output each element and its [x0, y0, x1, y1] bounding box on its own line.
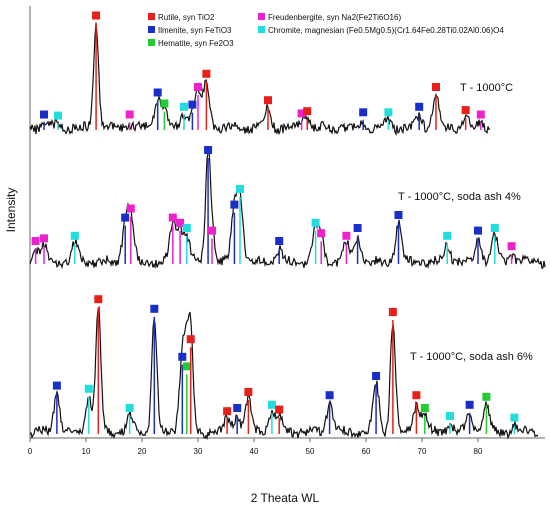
x-tick-label-70: 70 — [418, 447, 427, 456]
x-axis-title: 2 Theata WL — [251, 491, 320, 505]
x-tick-label-50: 50 — [306, 447, 315, 456]
legend-swatch-ilmenite — [148, 26, 155, 33]
x-tick-label-60: 60 — [362, 447, 371, 456]
peak-marker-1-9 — [194, 83, 202, 91]
peak-marker-3-1 — [52, 381, 61, 390]
x-tick-label-30: 30 — [194, 447, 203, 456]
peak-marker-3-9 — [223, 407, 232, 416]
peak-marker-3-19 — [446, 412, 454, 420]
peak-marker-1-4 — [125, 110, 134, 119]
peak-marker-2-2 — [40, 234, 48, 243]
peak-marker-3-15 — [372, 372, 381, 380]
x-tick-label-20: 20 — [138, 447, 147, 456]
peak-marker-2-16 — [342, 231, 351, 240]
peak-marker-1-3 — [92, 11, 101, 20]
legend-label-hematite: Hematite, syn Fe2O3 — [158, 39, 234, 48]
peak-marker-3-16 — [388, 308, 397, 316]
peak-marker-2-22 — [507, 242, 516, 251]
legend-swatch-hematite — [148, 39, 155, 46]
trace-line-2 — [29, 148, 546, 270]
peak-marker-3-8 — [186, 335, 195, 344]
legend-label-ilmenite: Ilmenite, syn FeTiO3 — [158, 26, 232, 35]
peak-marker-3-6 — [178, 352, 187, 361]
peak-marker-3-18 — [420, 404, 429, 412]
peak-marker-1-18 — [461, 106, 470, 115]
x-ticks-layer: 0 10 20 30 40 50 60 70 80 — [28, 438, 483, 456]
peak-marker-1-8 — [188, 100, 197, 109]
peak-marker-3-3 — [94, 295, 103, 304]
peak-marker-2-17 — [353, 224, 362, 232]
trace-line-3 — [29, 305, 539, 441]
legend-label-chromite: Chromite, magnesian (Fe0.5Mg0.5)(Cr1.64F… — [268, 26, 504, 35]
peak-marker-3-22 — [510, 413, 519, 422]
peak-marker-2-6 — [168, 213, 177, 222]
peak-marker-2-14 — [311, 218, 320, 227]
peak-marker-3-17 — [412, 391, 421, 400]
peak-marker-3-2 — [84, 384, 93, 393]
legend-label-freudenbergite: Freudenbergite, syn Na2(Fe2Ti6O16) — [268, 13, 401, 22]
peak-marker-3-4 — [125, 404, 134, 412]
trace-line-1 — [29, 22, 491, 137]
series-label-2: T - 1000°C, soda ash 4% — [398, 191, 521, 203]
peak-marker-2-1 — [31, 237, 40, 245]
peak-marker-2-12 — [236, 185, 244, 193]
peak-marker-3-5 — [150, 304, 159, 313]
series-label-1: T - 1000°C — [460, 82, 513, 94]
peak-marker-3-13 — [275, 405, 284, 414]
peak-marker-2-8 — [182, 224, 191, 232]
peak-marker-2-4 — [121, 213, 130, 222]
peak-marker-3-20 — [465, 400, 474, 409]
peak-marker-1-1 — [40, 110, 48, 119]
peak-marker-2-11 — [230, 200, 239, 209]
peak-marker-1-14 — [359, 108, 368, 117]
peak-marker-1-7 — [180, 102, 188, 111]
peak-marker-2-9 — [204, 146, 213, 154]
peak-marker-2-18 — [394, 211, 403, 219]
peak-marker-1-13 — [303, 107, 312, 116]
y-axis-title: Intensity — [4, 188, 18, 233]
peak-marker-3-21 — [482, 392, 491, 401]
peak-marker-2-13 — [275, 237, 284, 245]
traces-layer — [29, 22, 546, 441]
peak-marker-3-12 — [267, 400, 276, 409]
peak-marker-1-15 — [384, 108, 393, 117]
peak-marker-2-7 — [176, 218, 185, 227]
peak-marker-1-5 — [153, 88, 162, 97]
peak-marker-1-2 — [54, 111, 62, 120]
peak-marker-1-6 — [160, 99, 169, 108]
x-tick-label-40: 40 — [250, 447, 259, 456]
peak-marker-1-10 — [202, 69, 211, 78]
legend-swatch-freudenbergite — [258, 13, 265, 20]
legend-swatch-chromite — [258, 26, 265, 33]
markers-layer — [31, 11, 519, 434]
peak-marker-2-21 — [490, 224, 499, 232]
peak-marker-1-11 — [264, 96, 272, 105]
x-tick-label-80: 80 — [474, 447, 483, 456]
peak-marker-2-3 — [70, 231, 79, 240]
peak-marker-3-14 — [325, 391, 334, 400]
peak-marker-2-5 — [126, 204, 135, 213]
x-tick-label-10: 10 — [82, 447, 91, 456]
peak-marker-1-16 — [415, 102, 424, 111]
peak-marker-2-19 — [443, 231, 452, 240]
peak-marker-2-15 — [317, 229, 326, 238]
peak-marker-1-19 — [476, 110, 485, 119]
peak-marker-1-12 — [297, 109, 306, 118]
peak-marker-2-10 — [208, 226, 216, 235]
series-label-3: T - 1000°C, soda ash 6% — [410, 351, 533, 363]
peak-marker-3-11 — [244, 388, 253, 396]
legend-swatch-rutile — [148, 13, 155, 20]
peak-marker-2-20 — [474, 226, 482, 235]
peak-marker-3-10 — [233, 404, 242, 412]
x-tick-label-0: 0 — [28, 447, 33, 456]
peak-marker-1-17 — [432, 83, 440, 91]
legend: Rutile, syn TiO2 Ilmenite, syn FeTiO3 He… — [148, 13, 504, 48]
peak-marker-3-7 — [182, 362, 191, 371]
legend-label-rutile: Rutile, syn TiO2 — [158, 13, 215, 22]
